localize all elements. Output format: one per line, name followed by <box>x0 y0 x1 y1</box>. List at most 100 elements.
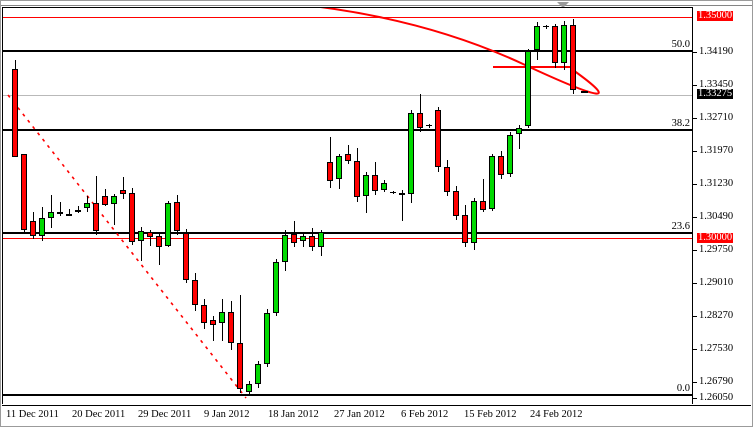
candle-doji-body <box>543 26 549 28</box>
candle-body-down <box>30 221 36 236</box>
candle-wick <box>114 194 115 226</box>
chart-plot-inner: 50.0 38.2 23.6 0.0 <box>3 8 692 404</box>
candle-doji-body <box>390 192 396 194</box>
candle-body-down <box>345 154 351 162</box>
candle-body-up <box>489 156 495 209</box>
candle-wick <box>150 230 151 246</box>
candle-body-up <box>264 313 270 365</box>
window-top-strip <box>1 1 752 6</box>
time-label: 24 Feb 2012 <box>530 409 583 420</box>
price-label-1.35000: 1.35000 <box>697 10 734 21</box>
candle-body-down <box>210 319 216 326</box>
time-label: 15 Feb 2012 <box>464 409 517 420</box>
time-label: 11 Dec 2011 <box>6 409 59 420</box>
time-axis[interactable]: 11 Dec 2011 20 Dec 2011 29 Dec 2011 9 Jan 2… <box>2 405 751 426</box>
candle-body-down <box>237 343 243 390</box>
candle-body-down <box>228 311 234 344</box>
candle-body-up <box>48 212 54 219</box>
candle-body-up <box>165 203 171 247</box>
candle-body-up <box>282 234 288 263</box>
fib-38.2-line[interactable] <box>3 129 692 131</box>
price-tick <box>693 250 697 251</box>
fib-50.0-line[interactable] <box>3 50 692 52</box>
fib-label-23-6: 23.6 <box>670 221 691 232</box>
price-label-1.31970: 1.31970 <box>699 145 734 156</box>
candle-wick <box>402 189 403 222</box>
price-label-1.34190: 1.34190 <box>699 46 734 57</box>
current-price-1.33275-line[interactable] <box>3 95 692 96</box>
candle-wick <box>69 209 70 217</box>
candle-body-down <box>498 155 504 175</box>
candle-body-up <box>381 183 387 190</box>
candle-body-up <box>273 262 279 314</box>
candle-body-down <box>192 279 198 305</box>
price-tick <box>693 382 697 383</box>
candle-body-up <box>471 200 477 244</box>
candle-body-down <box>552 26 558 63</box>
candle-body-down <box>183 233 189 280</box>
price-label-1.26050: 1.26050 <box>699 392 734 403</box>
bid-price-marker <box>581 90 588 93</box>
candle-body-up <box>246 384 252 392</box>
fib-label-38-2: 38.2 <box>670 118 691 129</box>
candle-body-down <box>75 209 81 212</box>
candle-body-down <box>129 192 135 243</box>
descending-curved-resistance[interactable] <box>243 7 600 95</box>
trendline-overlay <box>7 7 600 399</box>
price-label-1.31230: 1.31230 <box>699 178 734 189</box>
support-1.30000-line[interactable] <box>3 238 692 239</box>
descending-dashed-trendline[interactable] <box>7 94 247 399</box>
time-label: 29 Dec 2011 <box>138 409 192 420</box>
price-tick <box>693 52 697 53</box>
candle-body-up <box>561 24 567 63</box>
candle-wick <box>483 179 484 213</box>
price-label-1.29750: 1.29750 <box>699 244 734 255</box>
chart-plot-area[interactable]: 50.0 38.2 23.6 0.0 <box>2 7 692 404</box>
candle-wick <box>51 194 52 229</box>
candle-body-down <box>462 215 468 244</box>
candle-body-down <box>372 175 378 192</box>
time-label: 18 Jan 2012 <box>268 409 319 420</box>
candle-body-up <box>525 51 531 126</box>
time-label: 27 Jan 2012 <box>334 409 385 420</box>
candle-body-up <box>111 195 117 204</box>
candle-body-up <box>516 127 522 134</box>
candle-wick <box>141 226 142 262</box>
candle-body-down <box>399 192 405 195</box>
price-label-1.30490: 1.30490 <box>699 211 734 222</box>
candle-doji-body <box>426 125 432 127</box>
time-label: 9 Jan 2012 <box>204 409 250 420</box>
candle-body-down <box>102 195 108 205</box>
price-tick <box>693 316 697 317</box>
candle-body-down <box>435 109 441 168</box>
candle-body-down <box>57 212 63 215</box>
candle-body-down <box>174 202 180 232</box>
candle-body-up <box>300 235 306 242</box>
candle-body-down <box>417 112 423 128</box>
candle-body-down <box>354 161 360 198</box>
candle-wick <box>519 125 520 150</box>
fib-23.6-line[interactable] <box>3 232 692 234</box>
resistance-1.35000-line[interactable] <box>3 17 692 18</box>
candle-body-up <box>408 113 414 194</box>
fib-0.0-line[interactable] <box>3 394 692 396</box>
price-label-1.33450: 1.33450 <box>699 79 734 90</box>
price-label-1.28270: 1.28270 <box>699 310 734 321</box>
candle-body-down <box>120 189 126 195</box>
candle-body-down <box>291 233 297 243</box>
candle-body-down <box>12 68 18 157</box>
candle-body-down <box>66 214 72 217</box>
candle-body-down <box>327 162 333 182</box>
candle-body-down <box>480 200 486 210</box>
candle-body-down <box>453 190 459 217</box>
fib-label-0-0: 0.0 <box>675 383 691 394</box>
candle-body-up <box>534 25 540 51</box>
price-tick <box>693 349 697 350</box>
candle-body-down <box>93 202 99 231</box>
candle-wick <box>330 136 331 188</box>
price-label-1.29010: 1.29010 <box>699 277 734 288</box>
candle-body-down <box>147 231 153 237</box>
price-axis[interactable]: 1.35000 1.34190 1.33450 1.33275 1.32710 1.319… <box>692 7 751 404</box>
candle-body-down <box>309 235 315 248</box>
